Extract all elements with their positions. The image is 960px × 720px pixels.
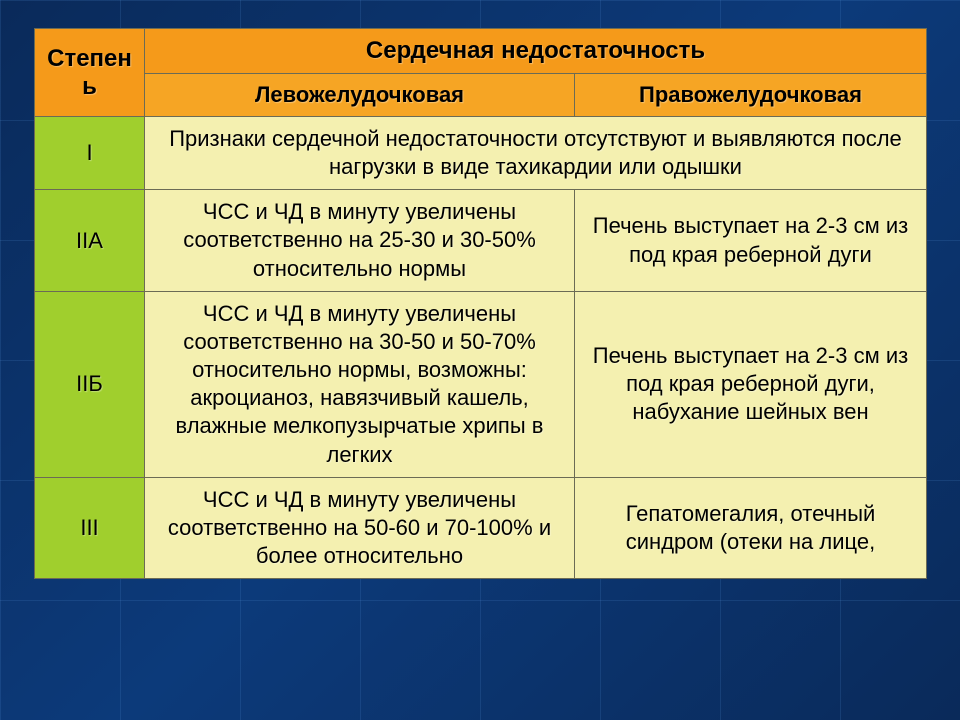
stage-cell-2b: IIБ [35,291,145,477]
header-stage-text-bottom: ь [82,73,97,100]
table-row: IIБ ЧСС и ЧД в минуту увеличены соответс… [35,291,927,477]
row3-right: Гепатомегалия, отечный синдром (отеки на… [575,477,927,578]
header-row-2: Левожелудочковая Правожелудочковая [35,74,927,117]
table-row: I Признаки сердечной недостаточности отс… [35,117,927,190]
stage-cell-2a: IIА [35,190,145,291]
row2a-left: ЧСС и ЧД в минуту увеличены соответствен… [145,190,575,291]
row2a-right: Печень выступает на 2-3 см из под края р… [575,190,927,291]
header-sub-left: Левожелудочковая [145,74,575,117]
header-stage-text-top: Степен [47,45,132,72]
header-stage: Степен ь [35,29,145,117]
heart-failure-table: Степен ь Сердечная недостаточность Левож… [34,28,927,579]
row3-left: ЧСС и ЧД в минуту увеличены соответствен… [145,477,575,578]
header-sub-right: Правожелудочковая [575,74,927,117]
row1-merged: Признаки сердечной недостаточности отсут… [145,117,927,190]
header-row-1: Степен ь Сердечная недостаточность [35,29,927,74]
header-merged-title: Сердечная недостаточность [145,29,927,74]
table-row: IIА ЧСС и ЧД в минуту увеличены соответс… [35,190,927,291]
classification-table-wrap: Степен ь Сердечная недостаточность Левож… [34,28,926,579]
stage-cell-1: I [35,117,145,190]
stage-cell-3: III [35,477,145,578]
row2b-right: Печень выступает на 2-3 см из под края р… [575,291,927,477]
table-row: III ЧСС и ЧД в минуту увеличены соответс… [35,477,927,578]
row2b-left: ЧСС и ЧД в минуту увеличены соответствен… [145,291,575,477]
